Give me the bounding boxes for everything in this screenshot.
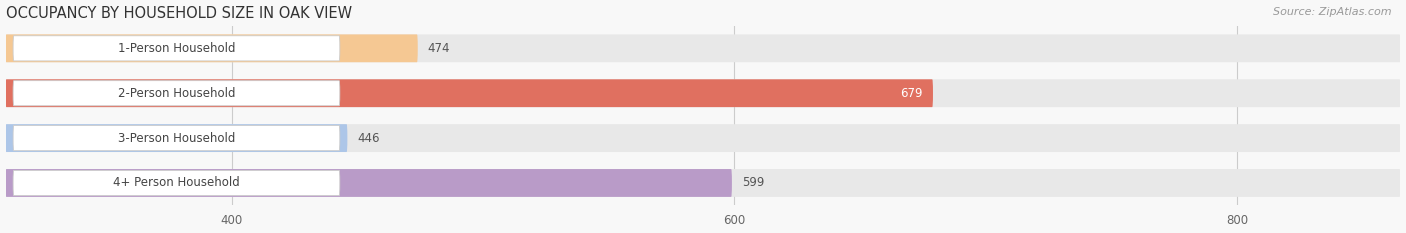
FancyBboxPatch shape <box>6 79 934 107</box>
FancyBboxPatch shape <box>13 81 340 106</box>
Text: OCCUPANCY BY HOUSEHOLD SIZE IN OAK VIEW: OCCUPANCY BY HOUSEHOLD SIZE IN OAK VIEW <box>6 6 352 21</box>
FancyBboxPatch shape <box>13 36 340 61</box>
FancyBboxPatch shape <box>6 169 733 197</box>
Text: 679: 679 <box>900 87 922 100</box>
FancyBboxPatch shape <box>6 124 347 152</box>
FancyBboxPatch shape <box>13 126 340 151</box>
Text: 3-Person Household: 3-Person Household <box>118 132 235 145</box>
FancyBboxPatch shape <box>13 170 340 195</box>
Text: 446: 446 <box>357 132 380 145</box>
FancyBboxPatch shape <box>6 169 1400 197</box>
Text: Source: ZipAtlas.com: Source: ZipAtlas.com <box>1274 7 1392 17</box>
FancyBboxPatch shape <box>6 124 1400 152</box>
Text: 599: 599 <box>742 176 765 189</box>
FancyBboxPatch shape <box>6 34 418 62</box>
Text: 1-Person Household: 1-Person Household <box>118 42 235 55</box>
Text: 4+ Person Household: 4+ Person Household <box>112 176 240 189</box>
Text: 2-Person Household: 2-Person Household <box>118 87 235 100</box>
FancyBboxPatch shape <box>6 34 1400 62</box>
Text: 474: 474 <box>427 42 450 55</box>
FancyBboxPatch shape <box>6 79 1400 107</box>
